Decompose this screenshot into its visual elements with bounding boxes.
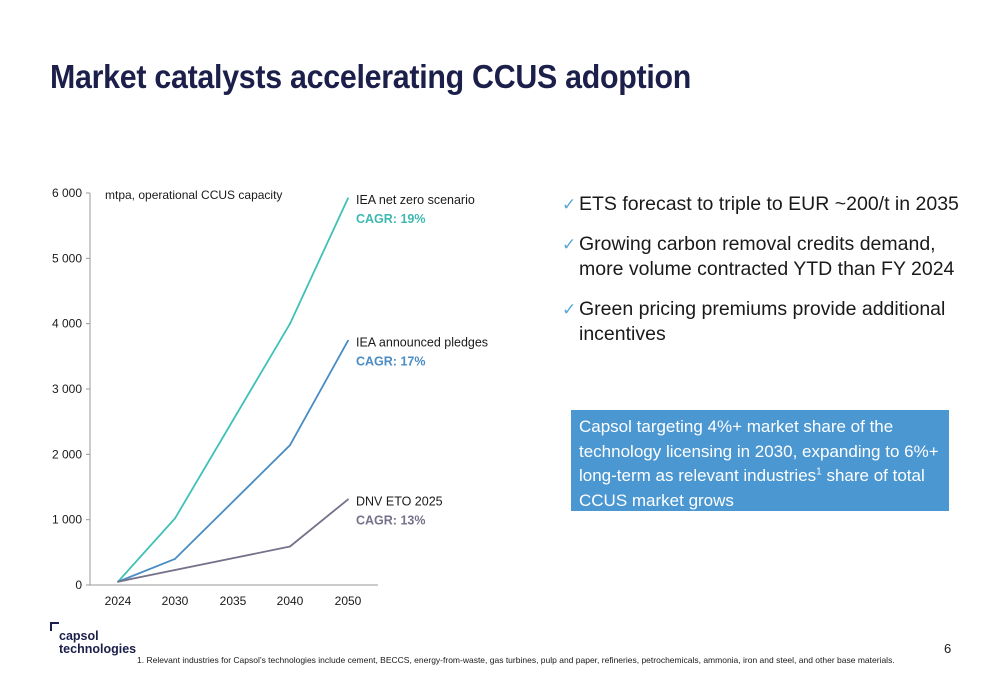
- callout-footnote-marker: 1: [816, 466, 822, 478]
- series-point: [289, 322, 291, 325]
- logo-text-line2: technologies: [59, 642, 137, 656]
- bullet-carbon-credits: ✓ Growing carbon removal credits demand,…: [562, 232, 962, 282]
- footnote: 1. Relevant industries for Capsol’s tech…: [137, 655, 895, 665]
- series-point: [347, 197, 349, 200]
- series-point: [347, 498, 349, 501]
- series-cagr-label: CAGR: 17%: [356, 355, 425, 369]
- y-tick-label: 4 000: [52, 317, 82, 331]
- x-tick-label: 2030: [162, 594, 189, 608]
- y-tick-label: 6 000: [52, 186, 82, 200]
- y-tick-label: 5 000: [52, 251, 82, 265]
- logo-corner-mark: [50, 622, 59, 631]
- callout-text-end: share of total CCUS market grows: [579, 466, 925, 510]
- bullet-text: Green pricing premiums provide additiona…: [579, 298, 946, 345]
- series-point: [289, 444, 291, 447]
- check-icon: ✓: [562, 195, 577, 214]
- market-share-callout: Capsol targeting 4%+ market share of the…: [571, 410, 949, 511]
- x-tick-label: 2035: [220, 594, 247, 608]
- page-number: 6: [944, 641, 952, 656]
- catalyst-bullet-list: ✓ ETS forecast to triple to EUR ~200/t i…: [562, 192, 962, 362]
- series-point: [174, 569, 176, 571]
- y-tick-label: 0: [75, 578, 82, 592]
- series-point: [174, 557, 176, 560]
- series-cagr-label: CAGR: 19%: [356, 212, 425, 226]
- check-icon: ✓: [562, 235, 577, 254]
- callout-text: Capsol targeting 4%+ market share of the…: [579, 417, 939, 485]
- bullet-text: ETS forecast to triple to EUR ~200/t in …: [579, 193, 959, 215]
- chart-title: mtpa, operational CCUS capacity: [105, 188, 282, 202]
- series-label: DNV ETO 2025: [356, 494, 443, 508]
- series-line-2: [117, 498, 349, 583]
- series-cagr-label: CAGR: 13%: [356, 513, 425, 527]
- check-icon: ✓: [562, 300, 577, 319]
- bullet-text: Growing carbon removal credits demand, m…: [579, 233, 955, 280]
- x-tick-label: 2050: [335, 594, 362, 608]
- series-line-0: [117, 197, 349, 583]
- y-tick-label: 1 000: [52, 513, 82, 527]
- capacity-line-chart: 0 1 000 2 000 3 000 4 000 5 000 6 000 2024 2030 2…: [52, 186, 488, 608]
- series-label: IEA announced pledges: [356, 336, 488, 350]
- series-point: [289, 545, 291, 548]
- series-point: [347, 339, 349, 342]
- y-tick-label: 3 000: [52, 382, 82, 396]
- bullet-green-premiums: ✓ Green pricing premiums provide additio…: [562, 297, 962, 347]
- series-line-1: [117, 340, 349, 583]
- x-tick-label: 2024: [105, 594, 132, 608]
- series-point: [174, 517, 176, 520]
- page-title: Market catalysts accelerating CCUS adopt…: [50, 58, 692, 95]
- y-tick-label: 2 000: [52, 447, 82, 461]
- x-tick-label: 2040: [277, 594, 304, 608]
- bullet-ets-forecast: ✓ ETS forecast to triple to EUR ~200/t i…: [562, 192, 962, 217]
- series-label: IEA net zero scenario: [356, 193, 475, 207]
- series-point: [117, 580, 119, 583]
- logo-text-line1: capsol: [59, 629, 99, 643]
